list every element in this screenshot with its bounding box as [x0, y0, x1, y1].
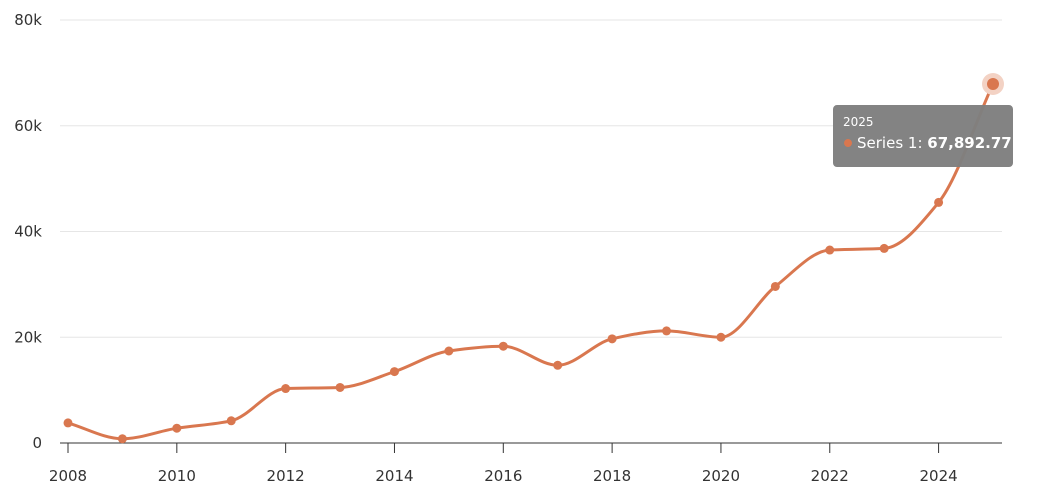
tooltip-value: 67,892.77 [927, 134, 1011, 152]
data-point[interactable] [825, 245, 835, 255]
data-point[interactable] [553, 360, 563, 370]
data-point[interactable] [662, 326, 672, 336]
x-tick-label: 2010 [158, 467, 196, 485]
x-tick-label: 2018 [593, 467, 631, 485]
data-point[interactable] [172, 423, 182, 433]
data-point[interactable] [117, 434, 127, 444]
tooltip-x-label: 2025 [843, 115, 874, 129]
tooltip-text: Series 1: 67,892.77 [857, 134, 1012, 152]
x-tick-label: 2014 [375, 467, 413, 485]
highlighted-point[interactable] [987, 78, 999, 91]
y-tick-label: 0 [32, 434, 42, 452]
x-axis-tick-labels: 2008 2010 2012 2014 2016 2018 2020 2022 2024 [49, 467, 958, 485]
data-point[interactable] [444, 346, 454, 356]
y-axis-tick-labels: 0 20k 40k 60k 80k [14, 11, 42, 452]
tooltip-box [833, 105, 1013, 168]
data-point[interactable] [607, 334, 617, 344]
x-tick-label: 2008 [49, 467, 87, 485]
x-tick-label: 2024 [919, 467, 957, 485]
x-tick-label: 2022 [811, 467, 849, 485]
tooltip-series-label: Series 1: [857, 134, 927, 152]
data-point[interactable] [498, 341, 508, 351]
y-tick-label: 40k [14, 223, 42, 241]
data-point[interactable] [770, 281, 780, 291]
y-tick-label: 20k [14, 328, 42, 346]
y-tick-label: 60k [14, 117, 42, 135]
data-point[interactable] [226, 416, 236, 426]
x-tick-label: 2016 [484, 467, 522, 485]
data-point[interactable] [934, 197, 944, 207]
y-tick-label: 80k [14, 11, 42, 29]
data-point[interactable] [281, 384, 291, 394]
x-axis [60, 442, 1002, 453]
data-point[interactable] [335, 382, 345, 392]
data-point[interactable] [716, 332, 726, 342]
data-point[interactable] [63, 418, 73, 428]
grid-lines [60, 19, 1002, 338]
series-points [63, 73, 1004, 444]
data-point[interactable] [389, 367, 399, 377]
x-tick-label: 2012 [267, 467, 305, 485]
x-tick-label: 2020 [702, 467, 740, 485]
data-point[interactable] [879, 243, 889, 253]
tooltip: 2025 Series 1: 67,892.77 [833, 105, 1013, 168]
tooltip-series-marker [844, 139, 852, 148]
